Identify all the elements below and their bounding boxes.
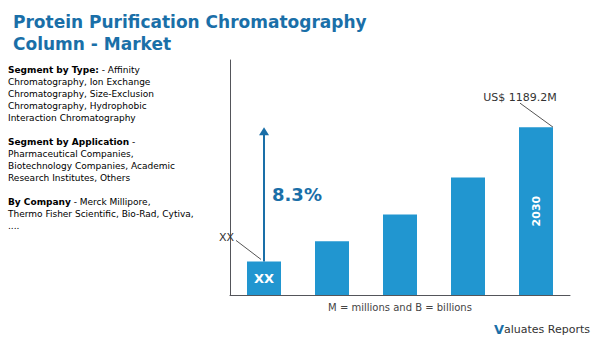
- svg-text:Research Institutes, Others: Research Institutes, Others: [8, 173, 130, 183]
- svg-text:Segment by Application: Segment by Application: [8, 137, 129, 147]
- svg-text:- Merck Millipore,: - Merck Millipore,: [71, 197, 151, 207]
- svg-text:Column - Market: Column - Market: [13, 34, 171, 54]
- svg-text:US$ 1189.2M: US$ 1189.2M: [483, 91, 557, 104]
- svg-text:V: V: [494, 322, 504, 337]
- svg-text:Thermo Fisher Scientific, Bio-: Thermo Fisher Scientific, Bio-Rad, Cytiv…: [7, 209, 194, 219]
- svg-text:Chromatography, Size-Exclusion: Chromatography, Size-Exclusion: [8, 89, 154, 99]
- svg-text:Protein Purification Chromatog: Protein Purification Chromatography: [13, 12, 367, 32]
- svg-text:2030: 2030: [530, 195, 543, 226]
- svg-text:Biotechnology Companies, Acade: Biotechnology Companies, Academic: [8, 161, 175, 171]
- svg-text:XX: XX: [219, 231, 235, 244]
- svg-text:-: -: [129, 137, 135, 147]
- svg-text:By Company: By Company: [8, 197, 71, 207]
- svg-text:8.3%: 8.3%: [272, 184, 322, 205]
- svg-text:M = millions and B = billions: M = millions and B = billions: [328, 302, 472, 313]
- svg-text:Chromatography, Ion Exchange: Chromatography, Ion Exchange: [8, 77, 151, 87]
- svg-text:....: ....: [8, 221, 19, 231]
- svg-text:XX: XX: [254, 271, 274, 286]
- svg-text:- Affinity: - Affinity: [99, 65, 141, 75]
- svg-text:Interaction Chromatography: Interaction Chromatography: [8, 113, 136, 123]
- svg-text:aluates Reports: aluates Reports: [504, 323, 590, 336]
- svg-text:Segment by Type:: Segment by Type:: [8, 65, 99, 75]
- svg-text:Chromatography, Hydrophobic: Chromatography, Hydrophobic: [8, 101, 147, 111]
- svg-text:Pharmaceutical Companies,: Pharmaceutical Companies,: [8, 149, 134, 159]
